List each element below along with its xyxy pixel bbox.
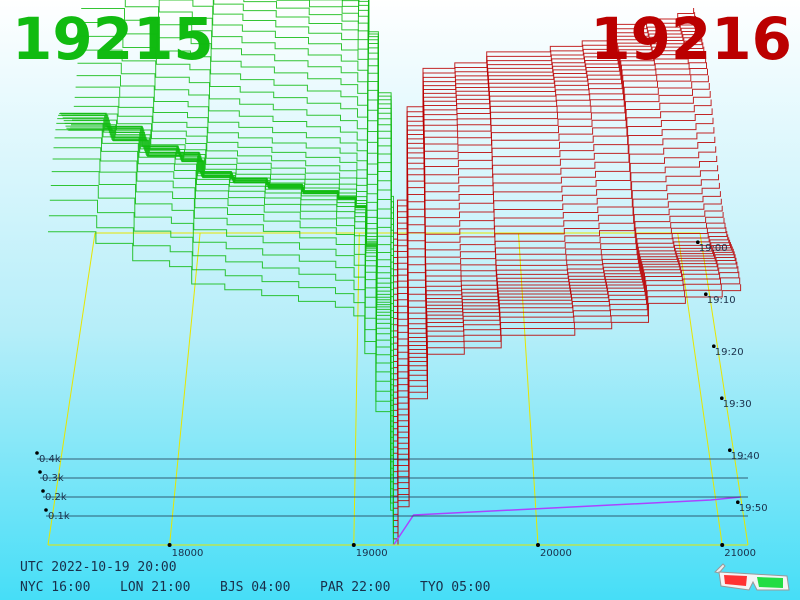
depth-tick-dot: [35, 451, 39, 455]
time-tick-dot: [720, 396, 724, 401]
grid-line-x: [699, 232, 749, 546]
depth-tick-label: 0.3k: [42, 473, 64, 484]
price-tick-dot: [536, 543, 540, 547]
time-tick-dot: [728, 448, 732, 453]
volume-line: [392, 496, 741, 546]
time-tick-dot: [736, 500, 740, 505]
zone-time-lon: LON 21:00: [120, 580, 191, 595]
zone-time-bjs: BJS 04:00: [220, 580, 291, 595]
bid-depth-line: [72, 113, 394, 380]
ask-depth-lines: [392, 8, 742, 546]
bid-depth-line: [50, 185, 394, 527]
time-tick-label: 19:40: [731, 451, 760, 462]
ask-depth-line: [393, 75, 709, 332]
ask-depth-line: [393, 284, 742, 546]
time-tick-label: 19:20: [715, 347, 744, 358]
bid-depth-line: [64, 122, 394, 435]
depth-tick-dot: [41, 489, 45, 493]
price-tick-label: 19000: [356, 548, 388, 559]
depth-tick-label: 0.4k: [39, 454, 61, 465]
ask-depth-line: [393, 242, 731, 479]
time-tick-dot: [704, 292, 708, 297]
grid-line-x: [47, 232, 96, 546]
time-tick-label: 19:00: [699, 243, 728, 254]
bid-depth-line: [72, 119, 394, 386]
anaglyph-3d-glasses-icon[interactable]: [713, 560, 793, 596]
bid-depth-line: [80, 22, 394, 331]
zone-time-par: PAR 22:00: [320, 580, 391, 595]
time-tick-label: 19:50: [739, 503, 768, 514]
ask-depth-line: [393, 117, 714, 362]
chart-axes: 0.1k 0.2k 0.3k 0.4k 18000 19000 20000 21000 19:0…: [35, 240, 768, 559]
bid-depth-line: [73, 105, 394, 374]
ask-depth-line: [393, 155, 718, 387]
depth-tick-dot: [38, 470, 42, 474]
zone-time-nyc: NYC 16:00: [20, 580, 91, 595]
bid-depth-line: [70, 127, 394, 399]
bid-depth-line: [60, 113, 394, 460]
zone-time-tyo: TYO 05:00: [420, 580, 491, 595]
ask-depth-line: [393, 271, 740, 534]
price-tick-dot: [167, 543, 172, 547]
depth-tick-label: 0.1k: [48, 511, 70, 522]
price-tick-dot: [351, 543, 356, 547]
bid-depth-line: [59, 113, 394, 472]
bid-depth-line: [76, 75, 394, 356]
ask-depth-line: [393, 254, 736, 509]
ask-depth-line: [393, 136, 716, 375]
bid-depth-lines: [48, 0, 394, 545]
bid-depth-line: [79, 35, 394, 337]
grid-line-x: [518, 232, 539, 546]
price-tick-label: 21000: [724, 548, 756, 559]
depth-tick-dot: [44, 508, 48, 512]
ask-depth-line: [393, 246, 733, 491]
price-tick-dot: [720, 543, 725, 547]
time-tick-label: 19:30: [723, 399, 752, 410]
bid-depth-line: [48, 231, 394, 545]
ask-depth-line: [393, 234, 729, 460]
ask-depth-line: [393, 146, 717, 381]
bid-depth-line: [48, 215, 394, 539]
bid-depth-line: [368, 0, 394, 240]
grid-line-x: [677, 232, 723, 546]
grid-line-x: [353, 232, 360, 546]
depth-tick-label: 0.2k: [45, 492, 67, 503]
utc-time: UTC 2022-10-19 20:00: [20, 560, 177, 575]
bid-depth-line: [62, 117, 394, 448]
ask-depth-line: [393, 222, 726, 442]
best-bid-price: 19215: [12, 5, 214, 73]
price-tick-label: 20000: [540, 548, 572, 559]
bid-depth-line: [368, 0, 394, 246]
bid-depth-line: [81, 8, 394, 325]
time-tick-dot: [696, 240, 700, 244]
ask-depth-line: [393, 251, 735, 503]
ask-depth-line: [393, 237, 730, 466]
price-tick-label: 18000: [172, 548, 204, 559]
bid-depth-line: [368, 0, 394, 252]
bid-depth-line: [49, 199, 394, 533]
bid-depth-line: [61, 115, 394, 454]
time-tick-dot: [712, 344, 716, 349]
bid-depth-line: [53, 147, 394, 509]
bid-depth-line: [51, 171, 394, 521]
time-tick-label: 19:10: [707, 295, 736, 306]
grid-line-x: [169, 232, 201, 546]
